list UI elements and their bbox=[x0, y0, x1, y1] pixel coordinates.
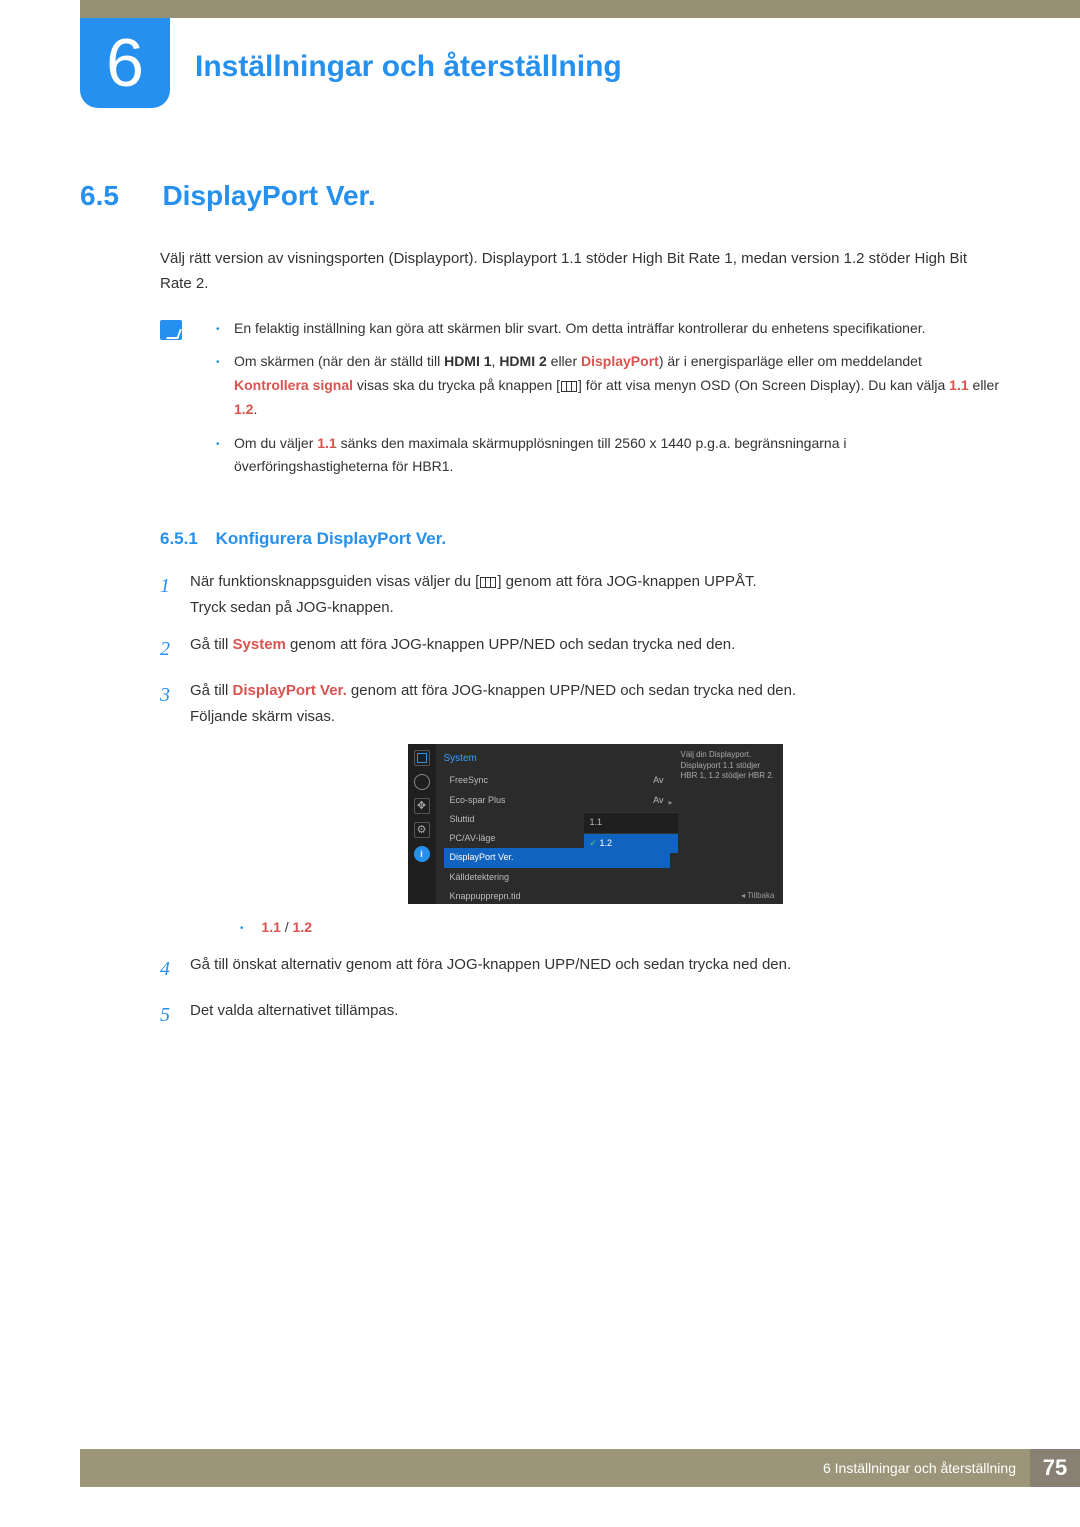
step-4: 4 Gå till önskat alternativ genom att fö… bbox=[160, 952, 1000, 986]
page-footer: 6 Inställningar och återställning 75 bbox=[80, 1449, 1080, 1487]
note-bullet-list: En felaktig inställning kan göra att skä… bbox=[212, 317, 1000, 490]
submenu-arrow-icon: ▸ bbox=[668, 796, 672, 810]
osd-row-knapp: Knappupprepn.tid bbox=[444, 887, 670, 906]
chapter-title: Inställningar och återställning bbox=[195, 50, 622, 84]
section-title: DisplayPort Ver. bbox=[162, 180, 375, 211]
steps-list: 1 När funktionsknappsguiden visas väljer… bbox=[160, 569, 1000, 1032]
osd-option-11: 1.1 bbox=[584, 812, 678, 832]
monitor-icon bbox=[414, 750, 430, 766]
osd-row-eco: Eco-spar PlusAv bbox=[444, 791, 670, 810]
note-block: En felaktig inställning kan göra att skä… bbox=[160, 317, 1000, 490]
note-icon bbox=[160, 320, 182, 340]
note-bullet-3: Om du väljer 1.1 sänks den maximala skär… bbox=[212, 432, 1000, 480]
section-heading: 6.5 DisplayPort Ver. bbox=[80, 180, 1000, 212]
subsection-number: 6.5.1 bbox=[160, 529, 198, 548]
top-accent-bar bbox=[80, 0, 1080, 18]
osd-row-freesync: FreeSyncAv bbox=[444, 771, 670, 790]
osd-menu: System FreeSyncAv Eco-spar PlusAv Slutti… bbox=[436, 744, 678, 888]
subsection-title: Konfigurera DisplayPort Ver. bbox=[216, 529, 447, 548]
step-3: 3 Gå till DisplayPort Ver. genom att för… bbox=[160, 678, 1000, 940]
section-intro-text: Välj rätt version av visningsporten (Dis… bbox=[160, 247, 1000, 297]
osd-option-12: 1.2 bbox=[584, 833, 678, 853]
osd-sidebar bbox=[408, 744, 436, 904]
footer-chapter-label: 6 Inställningar och återställning bbox=[823, 1460, 1016, 1476]
gear-icon bbox=[414, 822, 430, 838]
osd-button-icon bbox=[480, 577, 496, 588]
step-1: 1 När funktionsknappsguiden visas väljer… bbox=[160, 569, 1000, 620]
page-number: 75 bbox=[1030, 1449, 1080, 1487]
subsection-heading: 6.5.1 Konfigurera DisplayPort Ver. bbox=[160, 529, 1000, 549]
step-2: 2 Gå till System genom att föra JOG-knap… bbox=[160, 632, 1000, 666]
eye-icon bbox=[414, 774, 430, 790]
osd-screenshot: System FreeSyncAv Eco-spar PlusAv Slutti… bbox=[408, 744, 783, 904]
osd-row-kall: Källdetektering bbox=[444, 868, 670, 887]
chapter-number-badge: 6 bbox=[80, 18, 170, 108]
osd-button-icon bbox=[561, 381, 577, 392]
note-bullet-1: En felaktig inställning kan göra att skä… bbox=[212, 317, 1000, 341]
option-values-line: • 1.1 / 1.2 bbox=[240, 916, 1000, 940]
section-number: 6.5 bbox=[80, 180, 158, 212]
info-icon bbox=[414, 846, 430, 862]
arrows-icon bbox=[414, 798, 430, 814]
osd-back-label: Tillbaka bbox=[741, 889, 774, 903]
osd-menu-title: System bbox=[444, 750, 670, 767]
osd-help-text: Välj din Displayport. Displayport 1.1 st… bbox=[681, 750, 779, 781]
step-5: 5 Det valda alternativet tillämpas. bbox=[160, 998, 1000, 1032]
note-bullet-2: Om skärmen (när den är ställd till HDMI … bbox=[212, 350, 1000, 421]
